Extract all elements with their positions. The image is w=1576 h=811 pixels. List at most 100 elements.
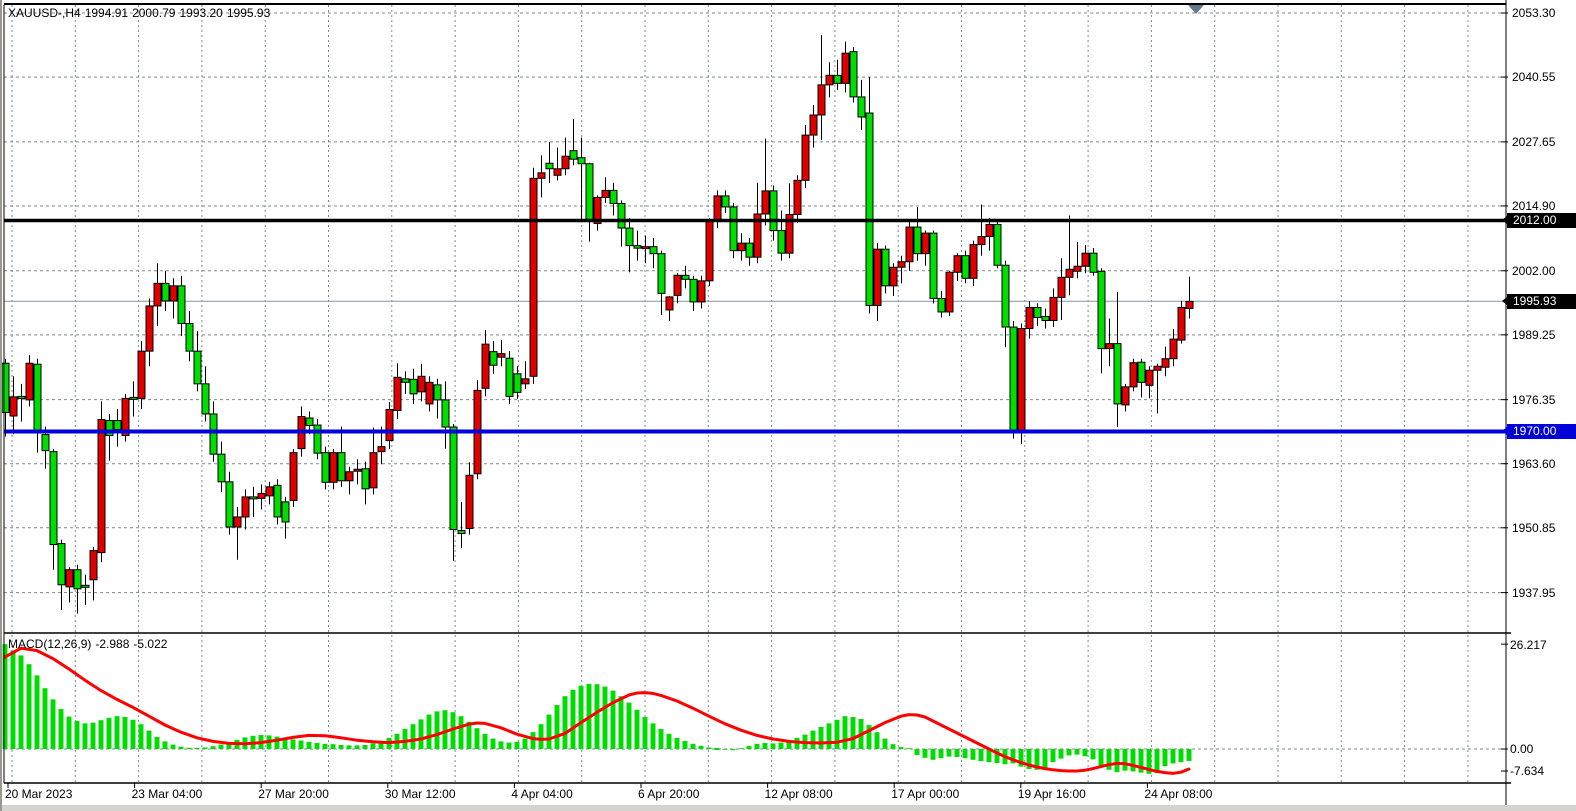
macd-histogram-bar [362, 745, 368, 749]
candle-body [441, 399, 450, 428]
macd-histogram-bar [938, 749, 944, 759]
macd-histogram-bar [1018, 749, 1024, 767]
candle-body [113, 420, 122, 431]
macd-histogram-bar [986, 749, 992, 763]
macd-histogram-bar [970, 749, 976, 760]
candle-body [185, 323, 194, 352]
candle-body [169, 285, 178, 302]
candle-body [65, 569, 74, 588]
macd-histogram-bar [442, 710, 448, 749]
macd-histogram-bar [762, 743, 768, 749]
macd-histogram-bar [2, 644, 8, 749]
macd-histogram-bar [602, 686, 608, 749]
macd-histogram-bar [714, 748, 720, 750]
macd-histogram-bar [1122, 749, 1128, 771]
time-axis-label: 30 Mar 12:00 [384, 787, 456, 801]
candle-body [977, 236, 986, 246]
candle-body [577, 157, 586, 165]
candle-body [81, 584, 90, 588]
price-badge-support: 1970.00 [1502, 424, 1576, 440]
macd-histogram-bar [26, 664, 32, 749]
time-axis-label: 12 Apr 08:00 [764, 787, 833, 801]
candle-body [665, 296, 674, 311]
candle-body [153, 282, 162, 307]
candle-body [417, 375, 426, 393]
candle-body [1169, 338, 1178, 360]
macd-histogram-bar [946, 749, 952, 757]
candle-body [841, 52, 850, 84]
macd-histogram-bar [722, 749, 728, 750]
candle-body [609, 189, 618, 204]
candle-body [529, 177, 538, 377]
candle-body [1073, 265, 1082, 272]
macd-histogram-bar [298, 740, 304, 749]
macd-histogram-bar [810, 730, 816, 749]
candle-body [289, 452, 298, 501]
candle-body [521, 378, 530, 385]
macd-histogram-bar [1098, 749, 1104, 768]
candle-body [345, 471, 354, 482]
candle-body [905, 226, 914, 263]
macd-histogram-bar [1154, 749, 1160, 773]
macd-axis-min: -7.634 [1510, 764, 1545, 778]
candle-body [881, 248, 890, 287]
candle-body [593, 196, 602, 225]
macd-histogram-bar [466, 721, 472, 749]
macd-histogram-bar [314, 743, 320, 749]
macd-histogram-bar [1130, 749, 1136, 772]
macd-histogram-bar [114, 716, 120, 749]
price-axis-label: 2014.90 [1512, 198, 1556, 213]
macd-histogram-bar [666, 733, 672, 749]
macd-histogram-bar [834, 719, 840, 749]
candle-body [865, 112, 874, 306]
macd-histogram-bar [50, 699, 56, 749]
candle-body [33, 363, 42, 431]
candle-body [449, 426, 458, 531]
macd-histogram-bar [138, 724, 144, 749]
time-axis-label: 6 Apr 20:00 [638, 787, 700, 801]
macd-histogram-bar [170, 744, 176, 749]
candle-body [1097, 270, 1106, 350]
candle-body [241, 496, 250, 518]
candle-body [1033, 306, 1042, 318]
macd-signal-value: -5.022 [133, 637, 168, 651]
candle-body [793, 179, 802, 215]
candle-body [561, 155, 570, 170]
candle-body [1153, 365, 1162, 371]
price-axis-label: 1963.60 [1512, 456, 1556, 471]
candle-body [321, 452, 330, 483]
macd-histogram-bar [146, 730, 152, 749]
candle-body [657, 253, 666, 294]
candle-body [889, 266, 898, 287]
candle-body [809, 114, 818, 136]
macd-histogram-bar [618, 696, 624, 749]
ohlc-low: 1993.20 [179, 6, 223, 20]
macd-histogram-bar [650, 723, 656, 749]
macd-histogram-bar [194, 747, 200, 749]
candle-body [225, 481, 234, 528]
price-badge-current: 1995.93 [1502, 293, 1576, 309]
macd-histogram-bar [850, 717, 856, 749]
price-badge-support-value: 1970.00 [1513, 424, 1557, 439]
candle-body [137, 350, 146, 399]
macd-histogram-bar [10, 650, 16, 749]
candle-body [937, 297, 946, 313]
time-axis-label: 27 Mar 20:00 [258, 787, 329, 801]
macd-histogram-bar [186, 747, 192, 749]
time-axis-label: 24 Apr 08:00 [1144, 787, 1213, 801]
macd-histogram-bar [1026, 749, 1032, 769]
macd-histogram-bar [330, 744, 336, 749]
candle-body [1161, 358, 1170, 368]
macd-histogram-bar [74, 721, 80, 749]
time-axis-label: 23 Mar 04:00 [131, 787, 203, 801]
candle-body [897, 261, 906, 268]
candle-body [721, 195, 730, 208]
candle-body [729, 206, 738, 252]
chart-shift-icon[interactable] [1188, 5, 1204, 14]
macd-histogram-bar [306, 741, 312, 749]
price-axis-label: 2002.00 [1512, 263, 1556, 278]
candle-body [625, 227, 634, 247]
